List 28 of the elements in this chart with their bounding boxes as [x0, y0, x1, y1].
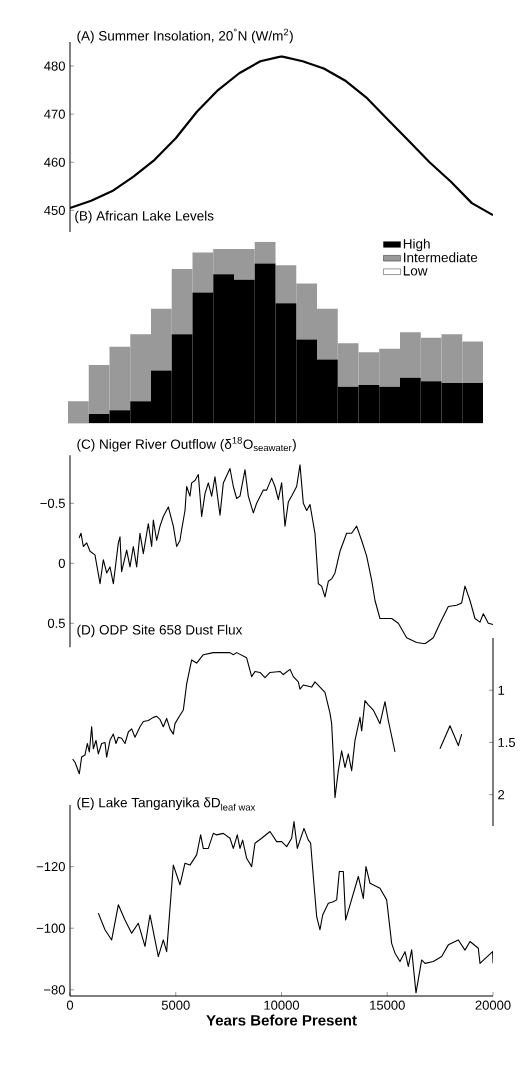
chart-title: (A) Summer Insolation, 20$^{°}$N (W/m$^{2}$)	[77, 28, 293, 44]
y-tick-label: −120	[36, 862, 65, 872]
legend-label: High	[403, 238, 430, 252]
y2-tick-label: 2	[498, 790, 505, 800]
line-series	[97, 821, 494, 994]
y2-tick-label: 1.5	[498, 737, 516, 747]
x-tick-label: 20000	[475, 1000, 511, 1010]
y-tick-label: 450	[44, 205, 65, 215]
chart-title: (B) African Lake Levels	[75, 210, 214, 224]
chart-title: $\text{(E) Lake Tanganyika δD}_{\text{leaf wax}}$	[77, 797, 256, 811]
x-axis-title: Years Before Present	[206, 1014, 357, 1026]
x-tick-label: 0	[66, 1000, 74, 1010]
y-tick-label: 480	[44, 61, 65, 71]
legend-label: Low	[403, 266, 428, 276]
x-tick-label: 10000	[264, 1000, 300, 1010]
chart-title: (C) Niger River Outflow (δ$^{18}$O$_{seawater}$)	[77, 436, 296, 452]
y-tick-label: −0.5	[40, 498, 65, 508]
x-tick-label: 5000	[161, 1000, 190, 1010]
y-tick-label: 460	[44, 157, 65, 167]
y-tick-label: 470	[44, 109, 65, 119]
legend-label: Intermediate	[404, 252, 478, 263]
y-tick-label: −100	[36, 923, 65, 933]
y2-tick-label: 1	[498, 685, 505, 695]
x-tick-label: 15000	[370, 1000, 405, 1010]
chart-title: (D) ODP Site 658 Dust Flux	[77, 624, 243, 638]
y-tick-label: −80	[44, 985, 65, 995]
y-tick-label: 0	[58, 558, 65, 568]
y-tick-label: 0.5	[47, 618, 65, 628]
